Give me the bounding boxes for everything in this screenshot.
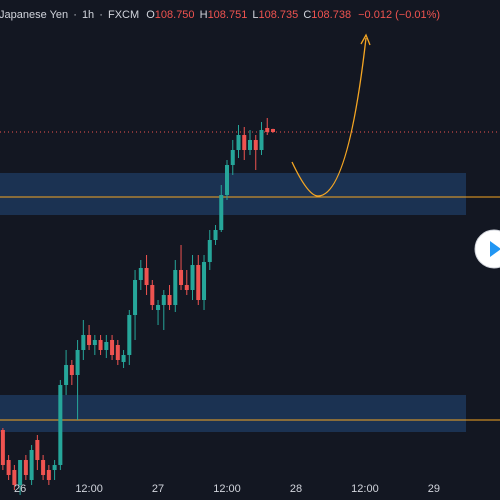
- header: Japanese Yen · 1h · FXCM O108.750 H108.7…: [0, 9, 440, 21]
- candle-body: [35, 440, 40, 460]
- x-tick-label: 28: [290, 483, 302, 495]
- zone: [0, 173, 466, 215]
- candle-body: [127, 315, 132, 355]
- candle-body: [219, 195, 224, 230]
- zone: [0, 395, 466, 432]
- candle-body: [196, 265, 201, 300]
- candle-body: [225, 165, 230, 195]
- candle-body: [138, 268, 143, 280]
- candle-body: [115, 345, 120, 360]
- candle-body: [0, 430, 5, 465]
- candle-body: [167, 295, 172, 305]
- candle-body: [133, 280, 138, 315]
- ohlc-label: O: [146, 9, 155, 21]
- candle-body: [58, 385, 63, 465]
- x-tick-label: 29: [428, 483, 440, 495]
- candle-body: [156, 305, 161, 310]
- candle-body: [184, 285, 189, 290]
- candle-body: [87, 335, 92, 345]
- source: FXCM: [108, 9, 139, 21]
- interval: 1h: [82, 9, 94, 21]
- candle-body: [110, 340, 115, 355]
- candle-body: [190, 265, 195, 290]
- candle-body: [253, 140, 258, 150]
- candle-body: [6, 460, 11, 475]
- ohlc-label: L: [252, 9, 258, 21]
- candle-body: [242, 135, 247, 150]
- candle-body: [98, 340, 103, 350]
- candle-body: [202, 262, 207, 300]
- ohlc-value: 108.738: [311, 9, 351, 21]
- x-tick-label: 26: [14, 483, 26, 495]
- candle-body: [179, 270, 184, 285]
- candle-body: [213, 230, 218, 240]
- candle-body: [92, 340, 97, 345]
- candle-body: [207, 240, 212, 262]
- candle-body: [259, 130, 264, 150]
- ohlc-value: 108.735: [259, 9, 299, 21]
- candle-body: [270, 129, 275, 132]
- candle-body: [247, 140, 253, 150]
- change: −0.012 (−0.01%): [358, 9, 440, 21]
- x-tick-label: 12:00: [351, 483, 379, 495]
- candle-body: [41, 460, 46, 475]
- x-tick-label: 12:00: [75, 483, 103, 495]
- candle-body: [150, 285, 155, 305]
- ohlc-value: 108.751: [208, 9, 248, 21]
- candle-body: [23, 460, 28, 475]
- candle-body: [173, 270, 178, 305]
- separator: ·: [99, 9, 103, 21]
- arrow-head: [360, 33, 371, 46]
- candle-body: [46, 470, 51, 480]
- projection-arrow: [291, 37, 367, 197]
- x-tick-label: 12:00: [213, 483, 241, 495]
- candle-body: [29, 450, 34, 480]
- candle-body: [81, 335, 86, 350]
- candle-body: [64, 365, 69, 385]
- candle-body: [230, 150, 235, 165]
- plot: [0, 118, 500, 495]
- candle-body: [144, 268, 149, 285]
- scroll-button[interactable]: [474, 229, 500, 269]
- scroll-icon: [490, 241, 500, 257]
- candle-body: [265, 128, 270, 132]
- x-tick-label: 27: [152, 483, 164, 495]
- symbol: Japanese Yen: [0, 9, 68, 21]
- candle-body: [12, 470, 17, 485]
- candle-body: [52, 465, 57, 470]
- candle-body: [104, 342, 109, 350]
- ohlc-value: 108.750: [155, 9, 195, 21]
- ohlc-label: C: [303, 9, 311, 21]
- candle-body: [121, 355, 126, 362]
- ohlc-label: H: [200, 9, 208, 21]
- separator: ·: [73, 9, 77, 21]
- candle-body: [18, 460, 23, 485]
- candle-body: [69, 365, 74, 375]
- candle-body: [161, 295, 166, 305]
- candle-body: [236, 135, 241, 150]
- candle-body: [75, 350, 80, 375]
